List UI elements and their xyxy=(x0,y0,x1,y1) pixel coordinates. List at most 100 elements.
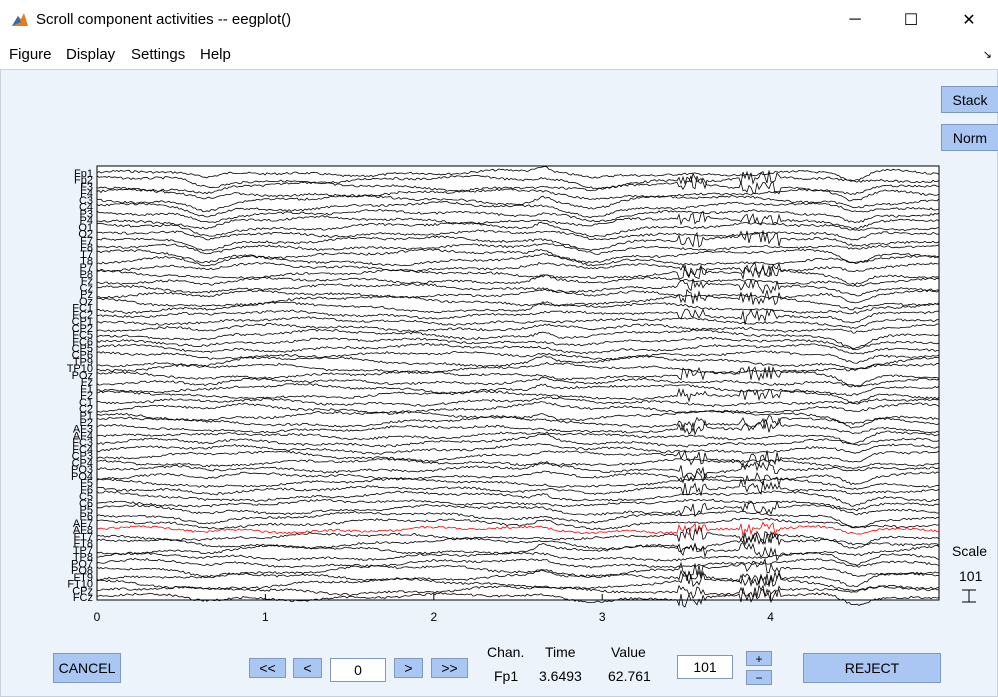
eeg-trace-p2 xyxy=(96,414,940,433)
channel-label: P7 xyxy=(80,262,93,274)
eeg-trace-cp1 xyxy=(96,316,940,329)
channel-label: F2 xyxy=(80,390,93,402)
last-page-button[interactable]: >> xyxy=(431,658,468,678)
eeg-trace-ft7 xyxy=(96,527,940,549)
eeg-trace-pz xyxy=(96,288,940,304)
dock-icon[interactable]: ↘ xyxy=(982,49,992,61)
channel-label: CP1 xyxy=(72,316,93,328)
channel-label: T7 xyxy=(80,249,93,261)
next-page-button[interactable]: > xyxy=(394,658,423,678)
time-value: 3.6493 xyxy=(539,668,582,684)
channel-label: Fz xyxy=(81,377,93,389)
channel-label: C5 xyxy=(79,491,93,503)
channel-label: P5 xyxy=(80,505,93,517)
channel-label: PO7 xyxy=(71,558,93,570)
channel-label: FC2 xyxy=(72,309,93,321)
eeg-trace-p3 xyxy=(96,209,940,224)
channel-label: FC3 xyxy=(72,437,93,449)
channel-label: FC1 xyxy=(72,303,93,315)
channel-label: F6 xyxy=(80,484,93,496)
eeg-trace-oz xyxy=(97,288,940,311)
channel-label: Fz xyxy=(81,276,93,288)
maximize-button[interactable]: ☐ xyxy=(903,12,919,29)
eeg-trace-cp4 xyxy=(96,457,940,470)
menu-figure[interactable]: Figure xyxy=(9,46,52,63)
reject-button[interactable]: REJECT xyxy=(803,653,941,683)
channel-label: AF7 xyxy=(73,518,93,530)
figure-area: Stack Norm Fp1 Fp2 F3 F4 C3 C4 P3 P4 O1 O2 F7 F8 T7 T… xyxy=(0,70,998,697)
channel-label: TP7 xyxy=(73,545,93,557)
eeg-trace-cp5 xyxy=(96,342,940,355)
eeg-trace-af4 xyxy=(96,430,940,445)
channel-label: F8 xyxy=(80,242,93,254)
window-start-input[interactable]: 0 xyxy=(330,658,386,682)
eeg-trace-fp1 xyxy=(96,165,940,182)
eeg-trace-fc3 xyxy=(96,433,940,448)
eeg-trace-fcz xyxy=(96,587,940,608)
norm-button[interactable]: Norm xyxy=(941,124,998,151)
x-tick-label: 0 xyxy=(94,610,101,624)
channel-label: F4 xyxy=(80,188,93,200)
eeg-trace-p1 xyxy=(97,410,940,429)
channel-label: CP4 xyxy=(72,457,93,469)
channel-label: FT7 xyxy=(73,531,93,543)
close-button[interactable]: ✕ xyxy=(962,12,976,29)
first-page-button[interactable]: << xyxy=(249,658,286,678)
channel-label: TP10 xyxy=(67,363,93,375)
channel-label: CP2 xyxy=(72,323,93,335)
channel-label: Fp1 xyxy=(74,168,93,180)
x-tick-label: 3 xyxy=(599,610,606,624)
eeg-trace-p5 xyxy=(96,499,940,518)
eeg-trace-f4 xyxy=(96,188,940,202)
channel-label: POz xyxy=(72,370,93,382)
eeg-trace-p4 xyxy=(96,210,940,230)
eeg-trace-cp2 xyxy=(96,322,940,334)
eeg-trace-cp3 xyxy=(96,449,940,468)
channel-label: C2 xyxy=(79,404,93,416)
eeg-trace-cz xyxy=(96,278,940,297)
eeg-plot[interactable]: Fp1Fp2F3F4C3C4P3P4O1O2F7F8T7T8P7P8FzCzPz… xyxy=(1,70,998,697)
channel-label: Oz xyxy=(79,296,93,308)
eeg-trace-p6 xyxy=(96,510,940,529)
channel-label: F1 xyxy=(80,383,93,395)
minimize-button[interactable]: ─ xyxy=(849,11,861,28)
eeg-trace-cpz xyxy=(96,584,940,602)
scale-input[interactable]: 101 xyxy=(677,655,733,679)
menu-display[interactable]: Display xyxy=(66,46,116,63)
eeg-trace-po3 xyxy=(96,460,940,480)
eeg-trace-p8 xyxy=(97,262,940,286)
trace-group xyxy=(96,165,940,608)
channel-label: P6 xyxy=(80,511,93,523)
prev-page-button[interactable]: < xyxy=(293,658,322,678)
eeg-trace-p7 xyxy=(96,261,940,278)
channel-label: FT9 xyxy=(73,572,93,584)
eeg-trace-af8 xyxy=(96,521,940,537)
menu-bar: Figure Display Settings Help ↘ xyxy=(0,40,998,70)
stack-button[interactable]: Stack xyxy=(941,86,998,113)
eeg-trace-ft10 xyxy=(96,570,940,592)
channel-label: AF3 xyxy=(73,424,93,436)
menu-settings[interactable]: Settings xyxy=(131,46,186,63)
x-tick-group: 0 1 2 3 4 xyxy=(94,594,774,624)
eeg-trace-t8 xyxy=(96,252,940,267)
eeg-trace-cp6 xyxy=(96,350,940,364)
channel-label: P8 xyxy=(80,269,93,281)
channel-label: Pz xyxy=(80,289,93,301)
eeg-trace-ft8 xyxy=(96,531,940,553)
window-title: Scroll component activities -- eegplot() xyxy=(36,11,292,28)
cancel-button[interactable]: CANCEL xyxy=(53,653,121,683)
eeg-trace-po7 xyxy=(96,557,940,569)
chan-header: Chan. xyxy=(487,644,525,660)
scale-plus-button[interactable]: + xyxy=(746,651,772,666)
scale-minus-button[interactable]: − xyxy=(746,670,772,685)
eeg-trace-c2 xyxy=(96,401,940,415)
matlab-icon xyxy=(12,13,28,26)
x-tick-label: 2 xyxy=(430,610,437,624)
channel-label: PO3 xyxy=(71,464,93,476)
menu-help[interactable]: Help xyxy=(200,46,231,63)
eeg-trace-fc6 xyxy=(96,336,940,351)
channel-label: FT8 xyxy=(73,538,93,550)
channel-label: P1 xyxy=(80,410,93,422)
channel-label: P4 xyxy=(80,215,93,227)
channel-label: Cz xyxy=(80,282,93,294)
